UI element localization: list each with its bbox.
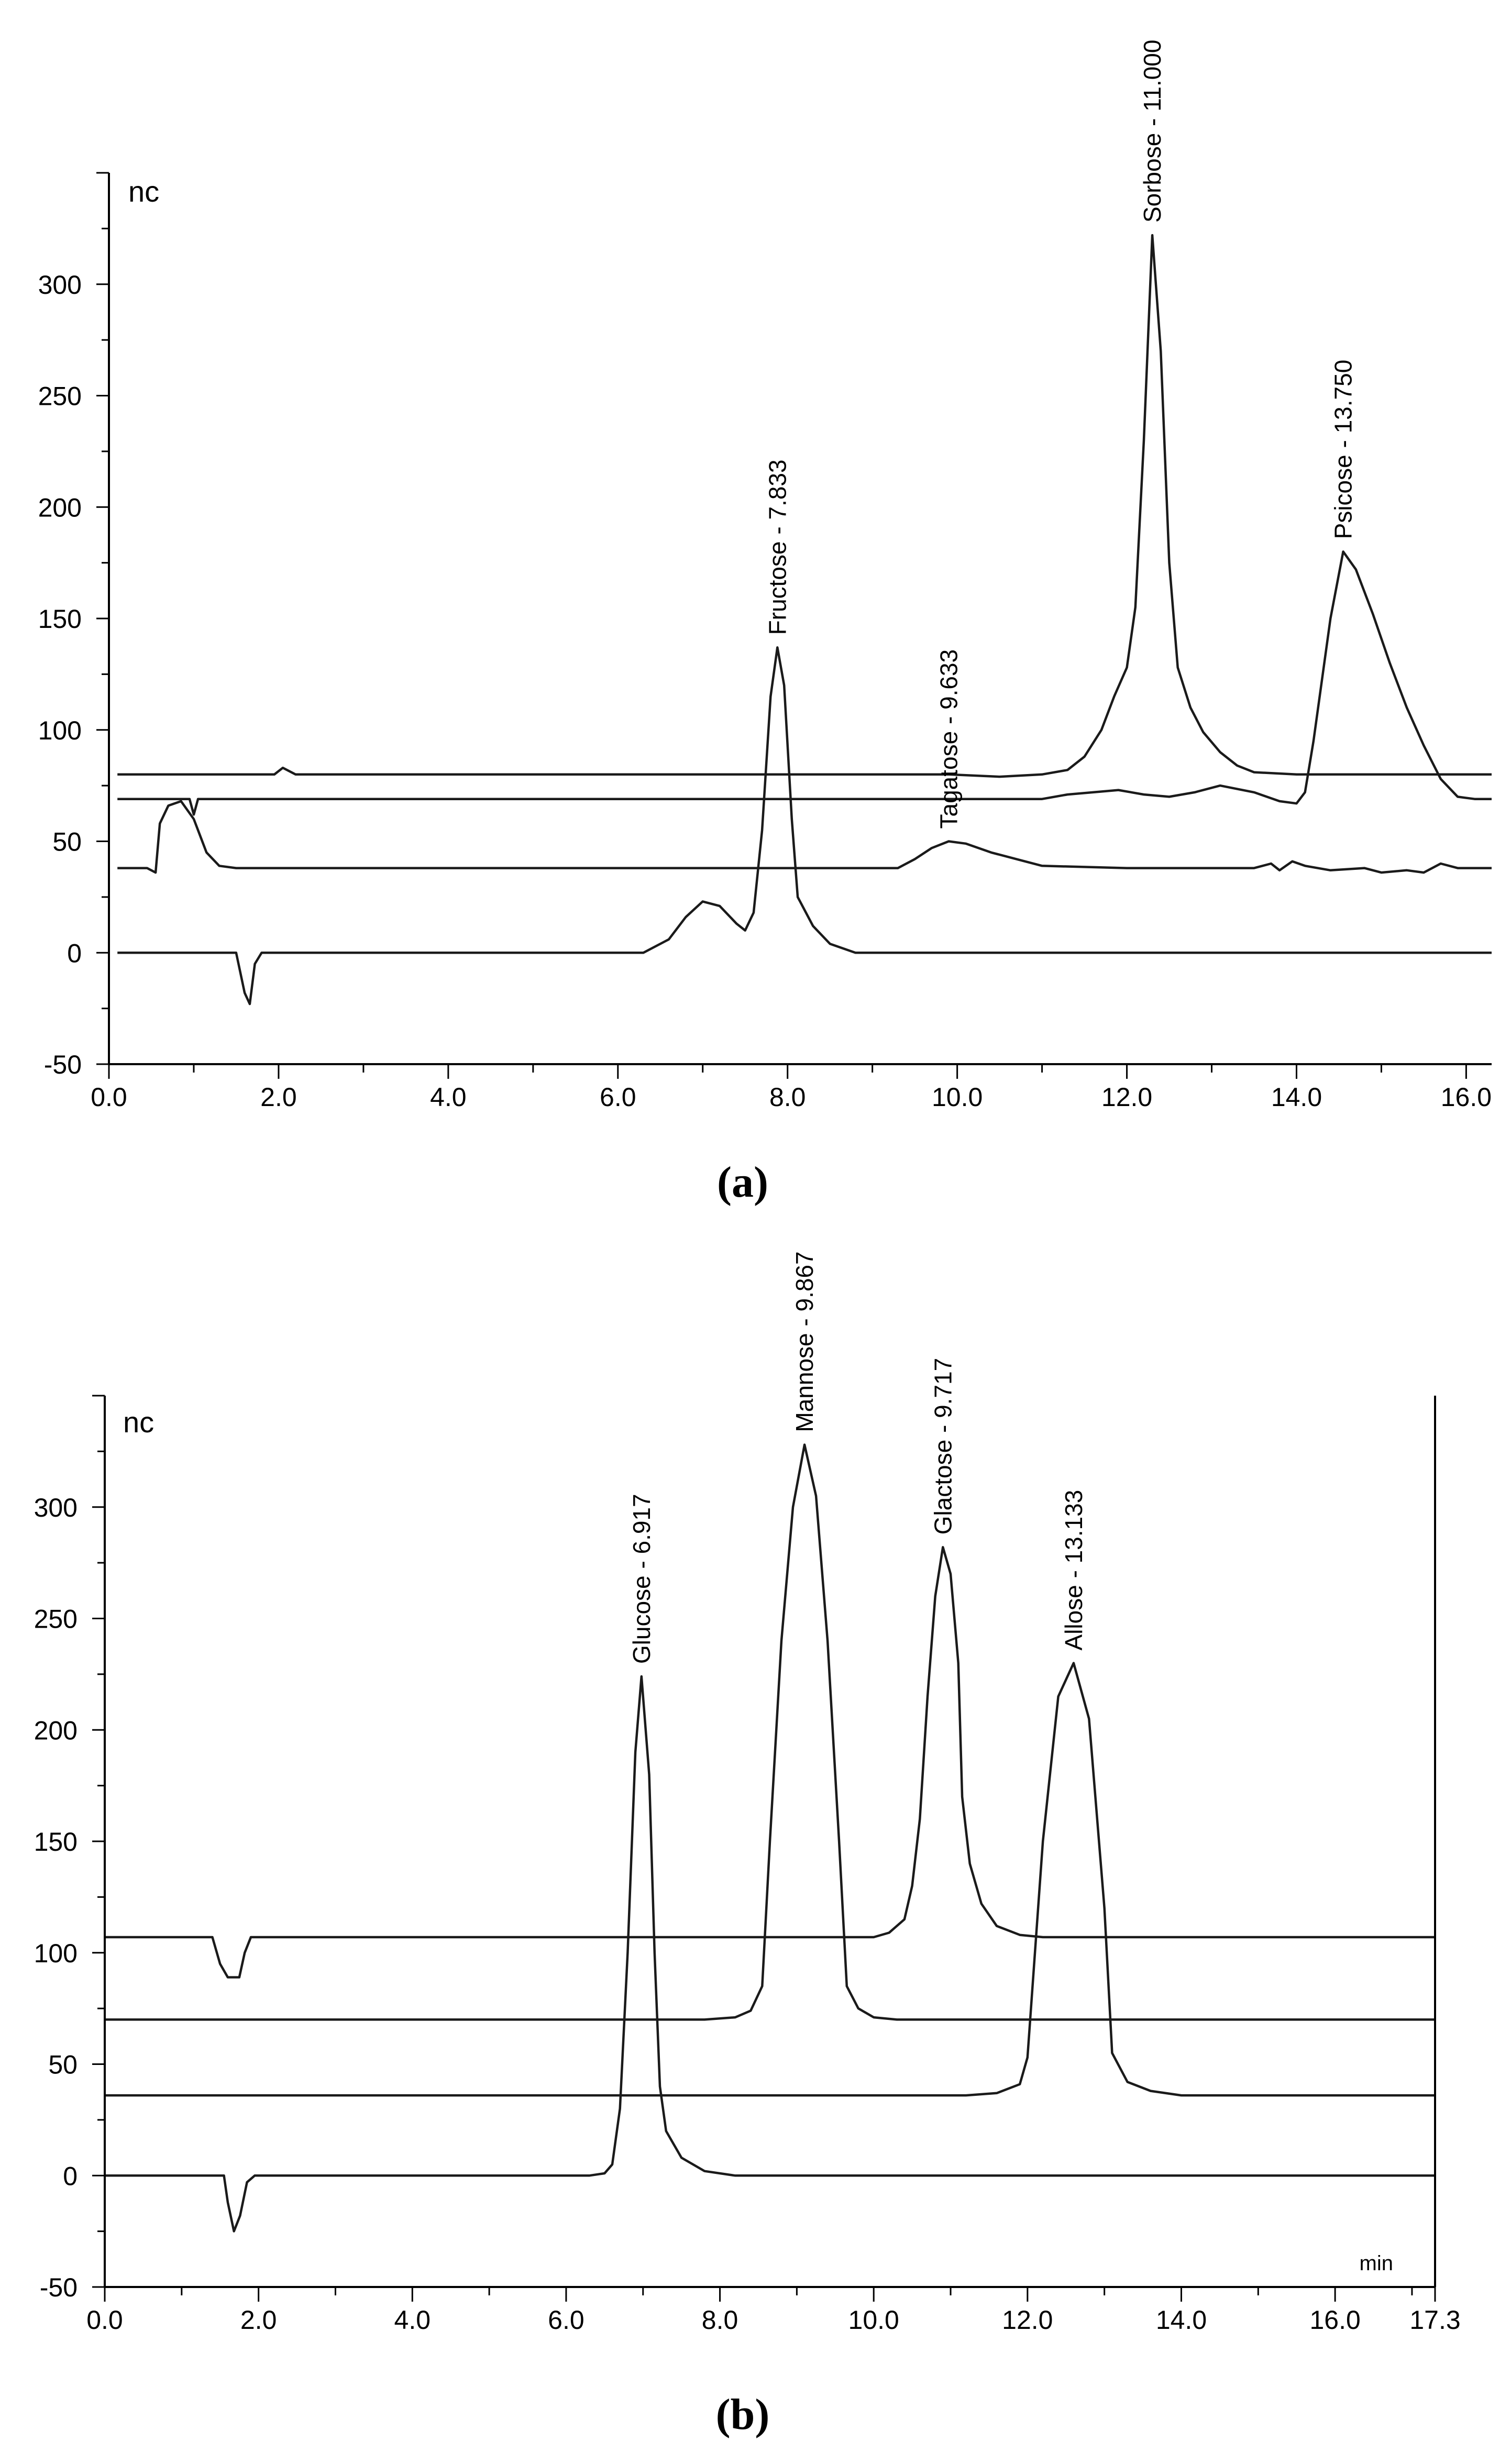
x-tick-label: 14.0 (1156, 2305, 1207, 2335)
x-tick-label: 4.0 (430, 1082, 467, 1112)
peak-label: Fructose - 7.833 (764, 459, 791, 635)
panel-a-axes: -50 0 50 100 150 200 250 300 0.0 2.0 4.0 6.0 8.0 10.0… (38, 172, 1492, 1112)
x-tick-label: 4.0 (394, 2305, 431, 2335)
chromatogram-trace (117, 646, 1492, 1006)
panel-a-ylabel: nc (128, 175, 159, 208)
x-tick-label: 6.0 (548, 2305, 584, 2335)
x-tick-label: 17.3 (1409, 2305, 1460, 2335)
x-tick-label: 10.0 (932, 1082, 983, 1112)
y-tick-label: 300 (38, 270, 82, 300)
chromatogram-trace (117, 550, 1492, 816)
peak-label: Glactose - 9.717 (929, 1358, 956, 1535)
chart-panel-a: nc (a) Sorbose - 11.000 Psicose - 13.750 T… (38, 40, 1492, 1207)
x-tick-label: 0.0 (91, 1082, 127, 1112)
y-tick-label: 150 (38, 604, 82, 634)
x-tick-label: 16.0 (1441, 1082, 1492, 1112)
x-tick-label: 2.0 (260, 1082, 297, 1112)
chromatogram-trace (117, 234, 1492, 778)
panel-b-xlabel: min (1360, 2252, 1393, 2275)
peak-label: Psicose - 13.750 (1330, 360, 1357, 539)
y-tick-label: 150 (34, 1827, 78, 1857)
x-tick-label: 0.0 (86, 2305, 123, 2335)
panel-b-ylabel: nc (123, 1406, 154, 1439)
panel-a-traces: Sorbose - 11.000 Psicose - 13.750 Tagatose… (117, 40, 1492, 1006)
chromatogram-trace (105, 1662, 1435, 2097)
peak-label: Glucose - 6.917 (628, 1494, 655, 1664)
y-tick-label: 50 (48, 2050, 78, 2080)
peak-label: Allose - 13.133 (1060, 1490, 1087, 1651)
y-tick-label: 200 (38, 493, 82, 522)
x-tick-label: 2.0 (240, 2305, 277, 2335)
chromatogram-trace (105, 1546, 1435, 1979)
x-tick-label: 16.0 (1309, 2305, 1360, 2335)
y-tick-label: 0 (67, 938, 82, 968)
x-tick-label: 12.0 (1101, 1082, 1152, 1112)
x-tick-label: 8.0 (769, 1082, 806, 1112)
peak-label: Tagatose - 9.633 (935, 649, 962, 829)
y-tick-label: 0 (63, 2161, 78, 2191)
chromatogram-trace (105, 1443, 1435, 2021)
y-tick-label: -50 (44, 1050, 82, 1079)
y-tick-label: 250 (38, 382, 82, 411)
chart-panel-b: nc min (b) Glactose - 9.717 Mannose - 9.8… (34, 1251, 1461, 2439)
panel-b-traces: Glactose - 9.717 Mannose - 9.867 Allose - … (105, 1251, 1435, 2233)
y-tick-label: -50 (40, 2273, 78, 2302)
panel-b-caption: (b) (716, 2390, 770, 2439)
peak-label: Sorbose - 11.000 (1139, 40, 1166, 223)
y-tick-label: 200 (34, 1716, 78, 1745)
x-tick-label: 8.0 (702, 2305, 738, 2335)
y-tick-label: 100 (34, 1939, 78, 1968)
chromatogram-trace (117, 800, 1492, 874)
peak-label: Mannose - 9.867 (791, 1251, 818, 1432)
y-tick-label: 300 (34, 1493, 78, 1522)
x-tick-label: 12.0 (1002, 2305, 1053, 2335)
y-tick-label: 100 (38, 716, 82, 745)
panel-a-caption: (a) (717, 1158, 768, 1207)
x-tick-label: 14.0 (1271, 1082, 1322, 1112)
chromatogram-trace (105, 1675, 1435, 2233)
x-tick-label: 10.0 (848, 2305, 899, 2335)
y-tick-label: 250 (34, 1605, 78, 1634)
y-tick-label: 50 (52, 827, 82, 857)
x-tick-label: 6.0 (600, 1082, 636, 1112)
panel-b-axes: -50 0 50 100 150 200 250 300 0.0 2.0 4.0 6.0 8.0 10.0… (34, 1395, 1461, 2335)
